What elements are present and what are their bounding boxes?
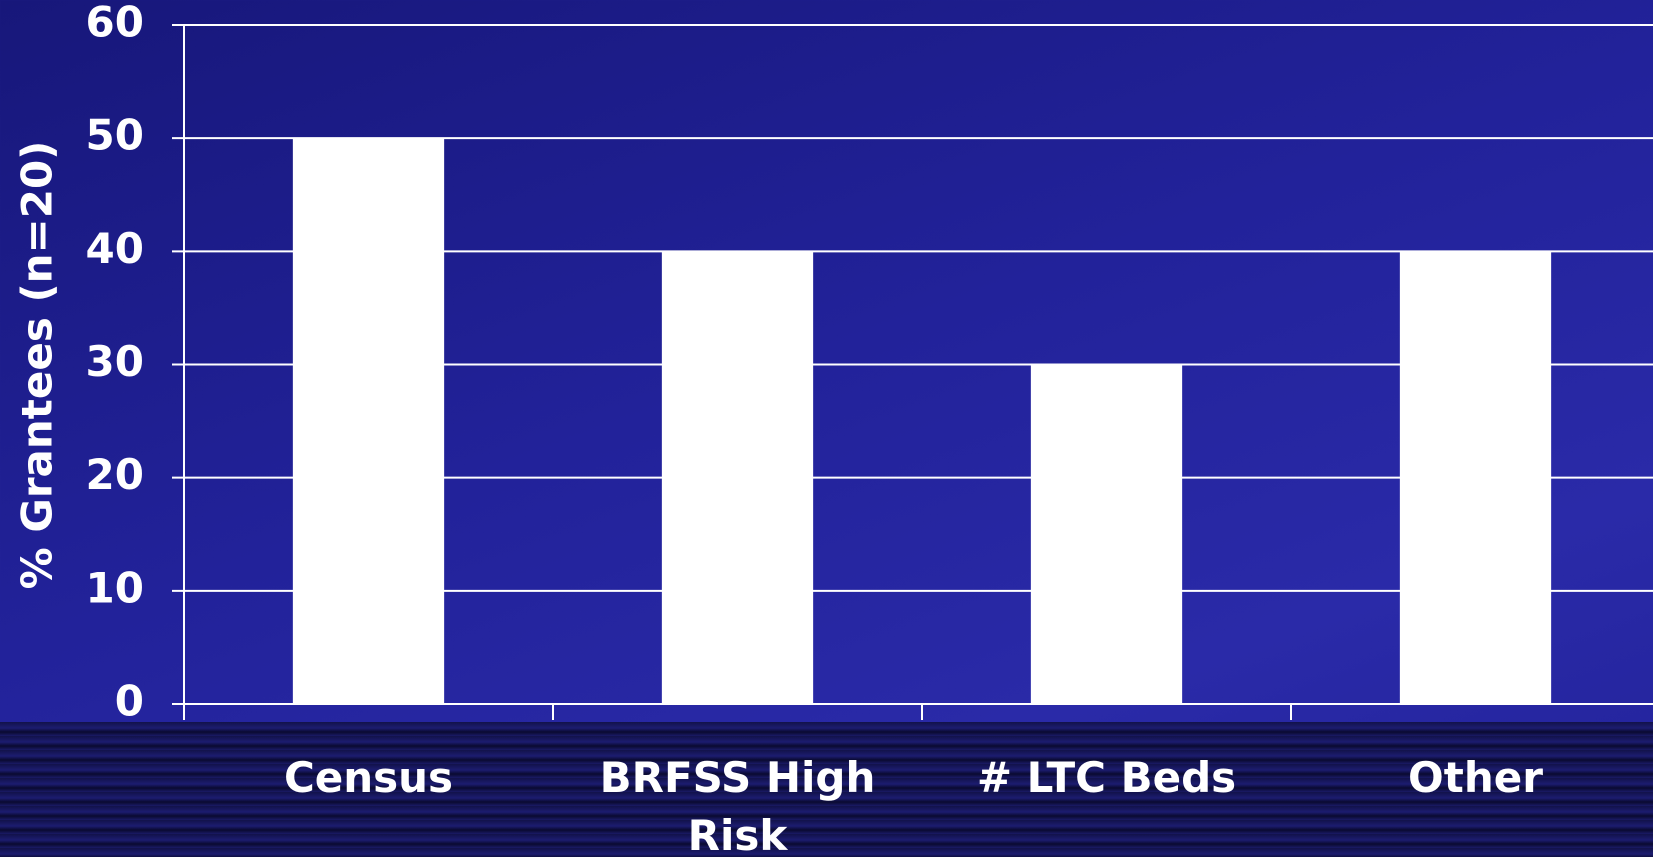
y-tick-label: 10 [86, 563, 144, 612]
y-tick-label: 30 [86, 337, 144, 386]
footer-band [0, 722, 1653, 857]
x-tick-label: # LTC Beds [976, 753, 1237, 802]
x-tick-label: BRFSS High Risk [599, 753, 876, 857]
y-tick-label: 60 [86, 0, 144, 47]
bar [1030, 364, 1183, 704]
x-tick-label: Other [1408, 753, 1543, 802]
x-tick-label: Census [283, 753, 454, 802]
bar [1399, 251, 1552, 705]
y-tick-label: 50 [86, 111, 144, 160]
y-tick-label: 40 [86, 224, 144, 273]
bar [661, 251, 814, 705]
bar [292, 138, 445, 704]
y-axis-label: % Grantees (n=20) [13, 141, 62, 590]
y-tick-label: 20 [86, 450, 144, 499]
y-tick-label: 0 [115, 677, 144, 726]
